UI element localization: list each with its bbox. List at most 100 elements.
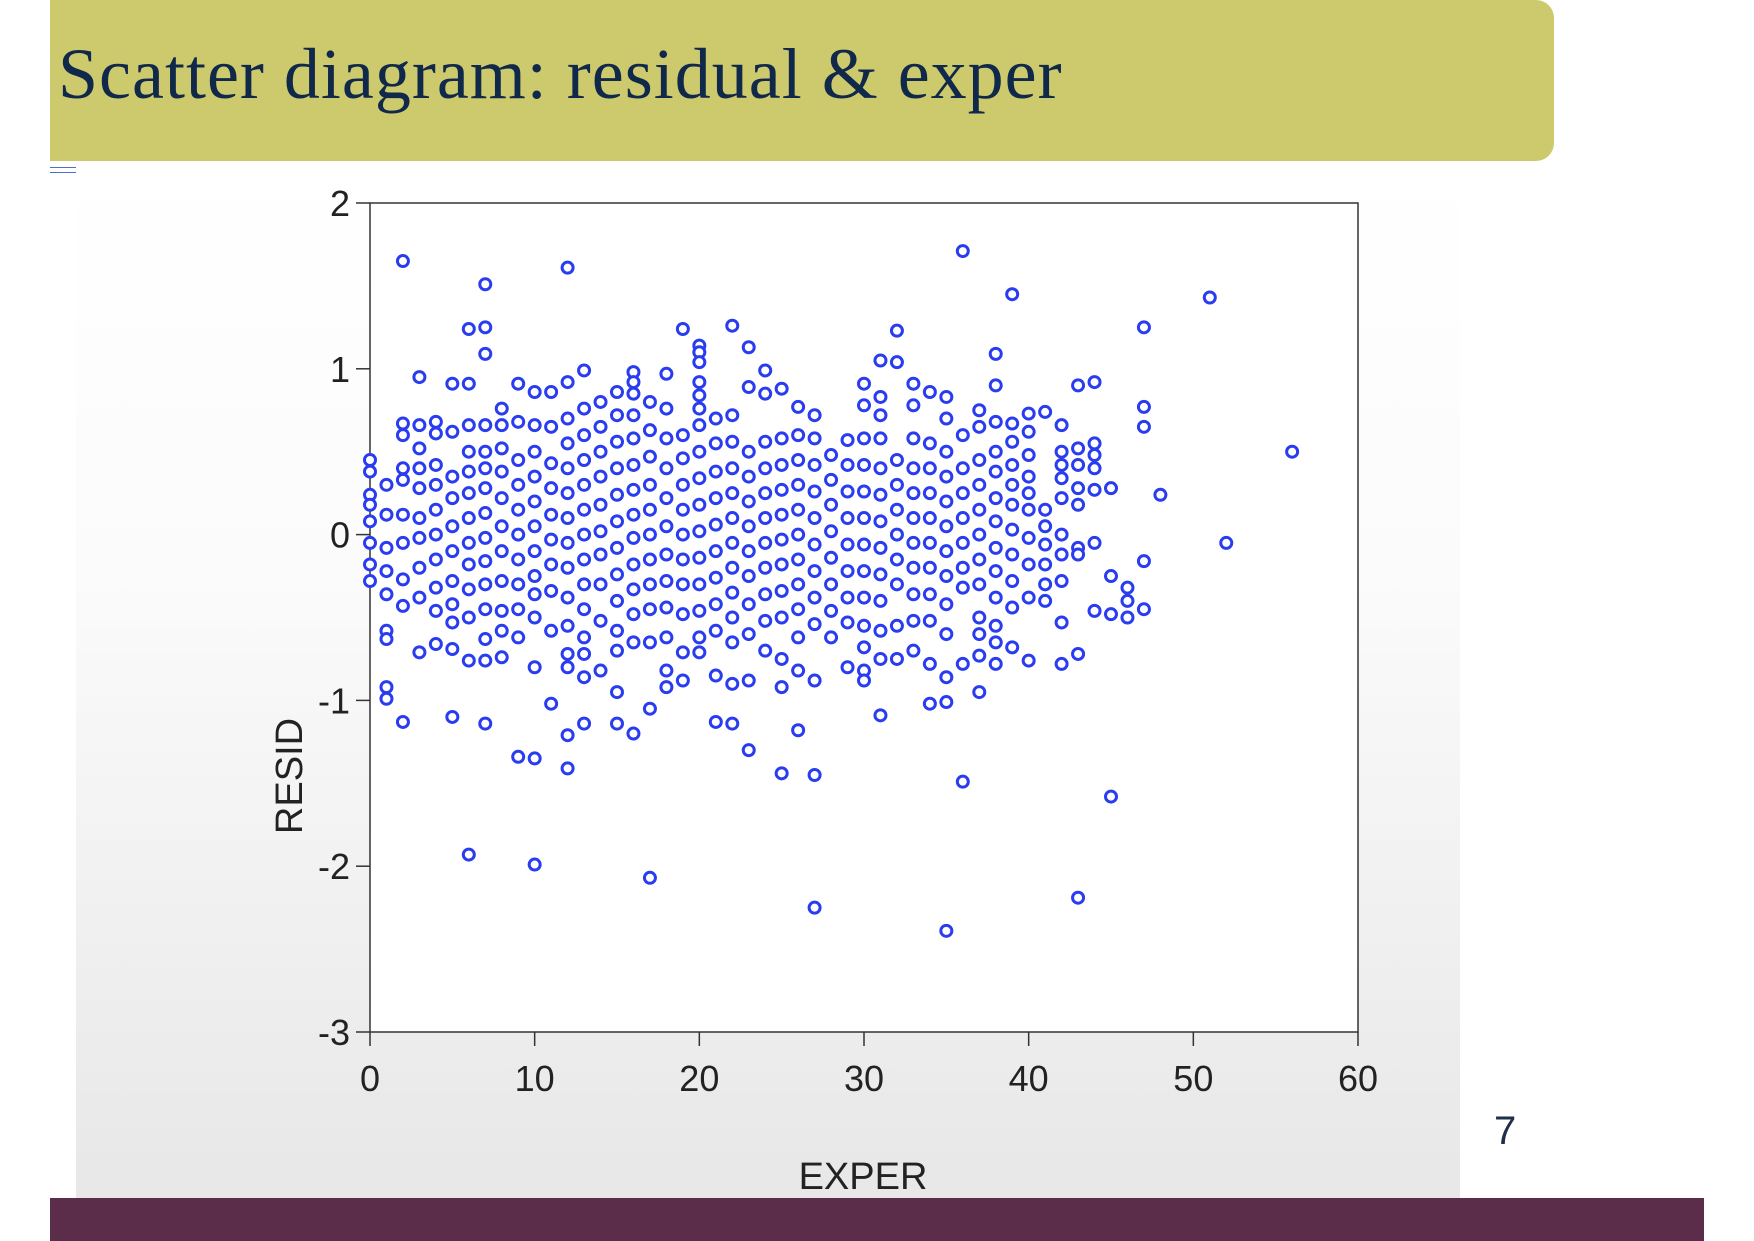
scatter-point [889,323,904,338]
scatter-point [955,774,970,789]
y-tick-label: 2 [330,183,350,224]
scatter-point [708,623,723,638]
scatter-point [972,502,987,517]
scatter-point [626,375,641,390]
scatter-point [1071,547,1086,562]
scatter-point [428,477,443,492]
scatter-point [741,673,756,688]
x-tick-label: 20 [679,1058,719,1099]
scatter-point [906,398,921,413]
scatter-point [741,380,756,395]
scatter-point [1021,486,1036,501]
scatter-point [840,660,855,675]
scatter-point [659,461,674,476]
scatter-point [478,530,493,545]
scatter-point [445,709,460,724]
scatter-point [445,491,460,506]
scatter-point [1038,502,1053,517]
scatter-point [626,457,641,472]
scatter-point [758,486,773,501]
scatter-point [642,477,657,492]
scatter-point [774,532,789,547]
scatter-point [922,656,937,671]
scatter-point [610,540,624,555]
scatter-point [939,411,954,426]
scatter-point [379,587,394,602]
scatter-point [1021,424,1036,439]
scatter-point [560,618,575,633]
scatter-point [675,645,690,660]
scatter-point [428,426,443,441]
scatter-point [395,535,410,550]
scatter-point [577,552,592,567]
scatter-point [363,464,377,479]
scatter-point [758,643,773,658]
scatter-point [873,461,888,476]
scatter-point [889,452,904,467]
scatter-point [610,593,624,608]
scatter-point [461,376,476,391]
scatter-point [560,260,575,275]
scatter-point [692,497,707,512]
scatter-point [840,484,855,499]
scatter-point [889,618,904,633]
scatter-point [725,635,740,650]
scatter-point [857,376,871,391]
scatter-point [1136,554,1151,569]
scatter-point [774,557,789,572]
scatter-point [642,502,657,517]
scatter-point [478,418,493,433]
scatter-point [972,610,987,625]
scatter-point [577,716,592,731]
scatter-point [412,511,427,526]
scatter-point [692,355,707,370]
scatter-point [1153,487,1168,502]
scatter-point [675,451,690,466]
scatter-point [527,469,542,484]
scatter-point [824,497,839,512]
scatter-point [577,630,592,645]
scatter-point [1054,491,1069,506]
scatter-point [659,663,674,678]
scatter-point [807,564,822,579]
scatter-point [626,431,641,446]
scatter-point [840,457,855,472]
scatter-point [527,519,542,534]
scatter-point [379,540,394,555]
scatter-point [544,557,559,572]
scatter-point [412,418,427,433]
scatter-point [494,650,509,665]
scatter-point [478,554,493,569]
scatter-point [873,593,888,608]
scatter-point [1054,444,1069,459]
scatter-point [857,457,871,472]
scatter-point [675,428,690,443]
scatter-point [445,544,460,559]
scatter-point [642,635,657,650]
scatter-point [906,461,921,476]
scatter-point [824,630,839,645]
scatter-point [642,423,657,438]
scatter-point [955,580,970,595]
scatter-point [577,363,592,378]
scatter-point [626,408,641,423]
scatter-point [461,557,476,572]
scatter-point [642,449,657,464]
scatter-point [626,635,641,650]
x-tick-label: 10 [515,1058,555,1099]
scatter-point [379,632,394,647]
scatter-point [988,346,1003,361]
scatter-point [577,401,592,416]
scatter-point [363,497,377,512]
scatter-point [461,444,476,459]
scatter-point [1021,448,1036,463]
scatter-point [725,716,740,731]
scatter-point [725,511,740,526]
scatter-point [857,398,871,413]
scatter-point [428,414,443,429]
scatter-point [972,419,987,434]
scatter-point [741,340,756,355]
scatter-point [461,582,476,597]
scatter-point [642,527,657,542]
scatter-point [791,502,806,517]
